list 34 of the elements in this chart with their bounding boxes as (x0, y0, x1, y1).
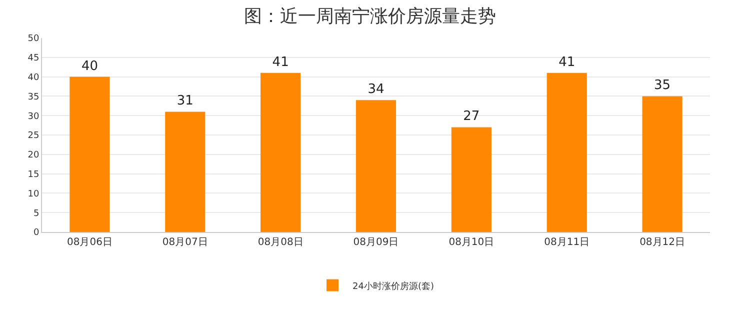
y-tick-label: 20 (28, 150, 40, 161)
bar (260, 72, 301, 232)
x-tick-label: 08月08日 (258, 237, 304, 248)
y-tick-label: 30 (28, 112, 40, 122)
bar (356, 100, 396, 232)
x-tick-label: 08月10日 (448, 237, 494, 248)
y-tick-label: 45 (28, 54, 40, 64)
data-label: 41 (558, 54, 576, 70)
y-tick-label: 25 (28, 131, 40, 142)
bar (451, 127, 492, 232)
bar (546, 72, 587, 232)
legend-label: 24小时涨价房源(套) (352, 280, 434, 292)
data-label: 34 (368, 82, 384, 98)
data-label: 31 (176, 94, 194, 109)
x-tick-label: 08月07日 (162, 237, 208, 248)
x-tick-label: 08月06日 (66, 237, 112, 248)
data-label: 27 (463, 109, 480, 124)
y-tick-label: 50 (28, 34, 40, 44)
y-tick-label: 40 (28, 72, 40, 83)
y-tick-label: 35 (28, 92, 40, 102)
x-tick-label: 08月12日 (640, 237, 686, 248)
x-tick-label: 08月11日 (544, 237, 590, 248)
y-tick-label: 0 (33, 228, 40, 238)
y-tick-label: 5 (33, 208, 40, 219)
data-label: 41 (272, 54, 289, 70)
chart-title: 图：近一周南宁涨价房源量走势 (244, 6, 496, 27)
bar (70, 76, 110, 232)
data-label: 35 (654, 78, 671, 94)
x-tick-label: 08月09日 (353, 237, 399, 248)
y-tick-label: 15 (28, 170, 40, 180)
bar (165, 112, 206, 232)
y-tick-label: 10 (28, 189, 40, 200)
data-label: 40 (81, 58, 98, 74)
bar (642, 96, 682, 232)
